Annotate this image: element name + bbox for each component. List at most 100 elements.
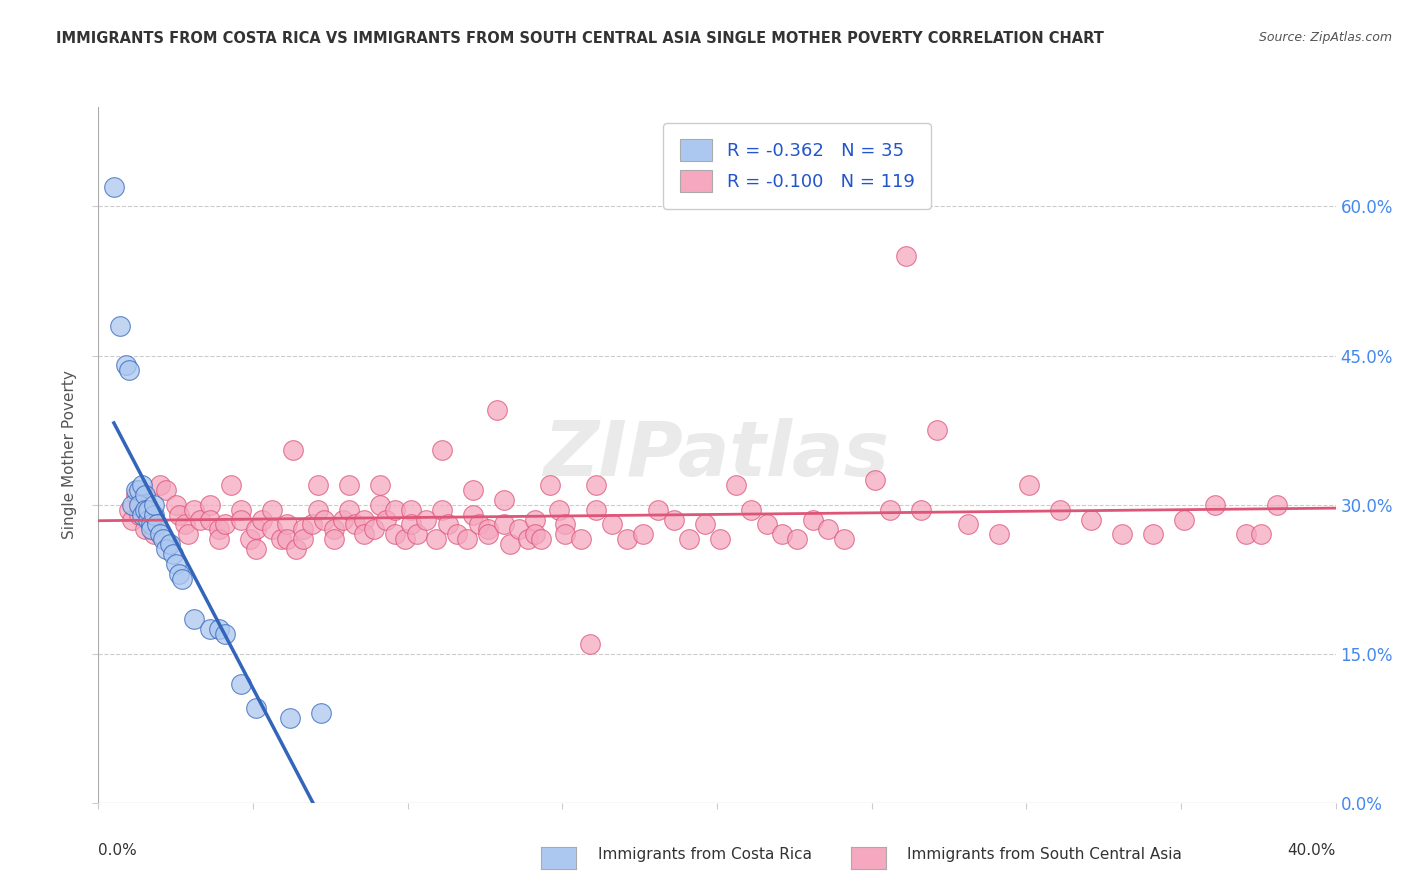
Point [353, 527, 375, 541]
Text: IMMIGRANTS FROM COSTA RICA VS IMMIGRANTS FROM SOUTH CENTRAL ASIA SINGLE MOTHER P: IMMIGRANTS FROM COSTA RICA VS IMMIGRANTS… [56, 31, 1104, 46]
Point [406, 527, 429, 541]
Point [208, 523, 231, 537]
Point [1234, 527, 1257, 541]
Point [198, 622, 221, 636]
Point [252, 512, 274, 526]
Point [508, 523, 530, 537]
Point [322, 523, 344, 537]
Point [344, 517, 367, 532]
Point [724, 477, 747, 491]
Point [894, 249, 917, 263]
Point [461, 508, 484, 522]
Point [616, 533, 638, 547]
Point [337, 502, 360, 516]
Point [124, 483, 146, 497]
Point [368, 498, 391, 512]
Point [134, 523, 156, 537]
Point [260, 523, 283, 537]
Point [167, 508, 190, 522]
Point [399, 517, 422, 532]
Point [499, 537, 522, 551]
Point [118, 502, 141, 516]
Point [165, 498, 187, 512]
Point [198, 512, 221, 526]
Point [755, 517, 778, 532]
Point [523, 527, 546, 541]
Point [662, 512, 685, 526]
Point [631, 527, 654, 541]
Point [239, 533, 262, 547]
Point [208, 622, 231, 636]
Point [214, 627, 236, 641]
Point [198, 498, 221, 512]
Point [337, 477, 360, 491]
Point [146, 517, 169, 532]
Point [221, 477, 243, 491]
Point [143, 508, 166, 522]
Point [394, 533, 416, 547]
Point [245, 701, 267, 715]
Point [530, 533, 553, 547]
Point [786, 533, 808, 547]
Text: 0.0%: 0.0% [98, 843, 138, 858]
Point [183, 612, 205, 626]
Point [128, 508, 150, 522]
Point [437, 517, 460, 532]
Point [1049, 502, 1071, 516]
Point [486, 403, 509, 417]
Point [709, 533, 731, 547]
Point [1173, 512, 1195, 526]
Point [307, 502, 329, 516]
Point [131, 508, 153, 522]
Point [276, 533, 298, 547]
Point [332, 512, 354, 526]
Point [461, 483, 484, 497]
Point [554, 517, 576, 532]
Point [693, 517, 716, 532]
Point [136, 502, 159, 516]
Point [314, 512, 336, 526]
Point [1080, 512, 1102, 526]
Point [128, 483, 150, 497]
Point [1265, 498, 1288, 512]
Point [1204, 498, 1226, 512]
Point [139, 523, 162, 537]
Text: 40.0%: 40.0% [1288, 843, 1336, 858]
Point [579, 637, 602, 651]
Point [368, 477, 391, 491]
Point [430, 442, 453, 457]
Point [446, 527, 468, 541]
Point [155, 483, 177, 497]
Point [538, 477, 561, 491]
Point [399, 502, 422, 516]
Point [278, 711, 301, 725]
Point [170, 572, 193, 586]
Point [1018, 477, 1040, 491]
Point [817, 523, 839, 537]
Point [121, 512, 143, 526]
Point [477, 527, 499, 541]
Point [477, 523, 499, 537]
Point [118, 363, 141, 377]
Text: ZIPatlas: ZIPatlas [544, 418, 890, 491]
Text: Immigrants from South Central Asia: Immigrants from South Central Asia [907, 847, 1182, 862]
Point [103, 179, 125, 194]
Point [159, 537, 181, 551]
Text: Source: ZipAtlas.com: Source: ZipAtlas.com [1258, 31, 1392, 45]
Point [229, 676, 252, 690]
Point [468, 517, 491, 532]
Point [600, 517, 623, 532]
Y-axis label: Single Mother Poverty: Single Mother Poverty [62, 370, 77, 540]
Point [208, 533, 231, 547]
Point [134, 502, 156, 516]
Point [162, 547, 184, 561]
Point [1111, 527, 1133, 541]
Point [143, 527, 166, 541]
Point [678, 533, 700, 547]
Point [322, 533, 344, 547]
Point [647, 502, 669, 516]
Point [152, 533, 174, 547]
Point [863, 473, 886, 487]
Point [245, 542, 267, 557]
Point [121, 498, 143, 512]
